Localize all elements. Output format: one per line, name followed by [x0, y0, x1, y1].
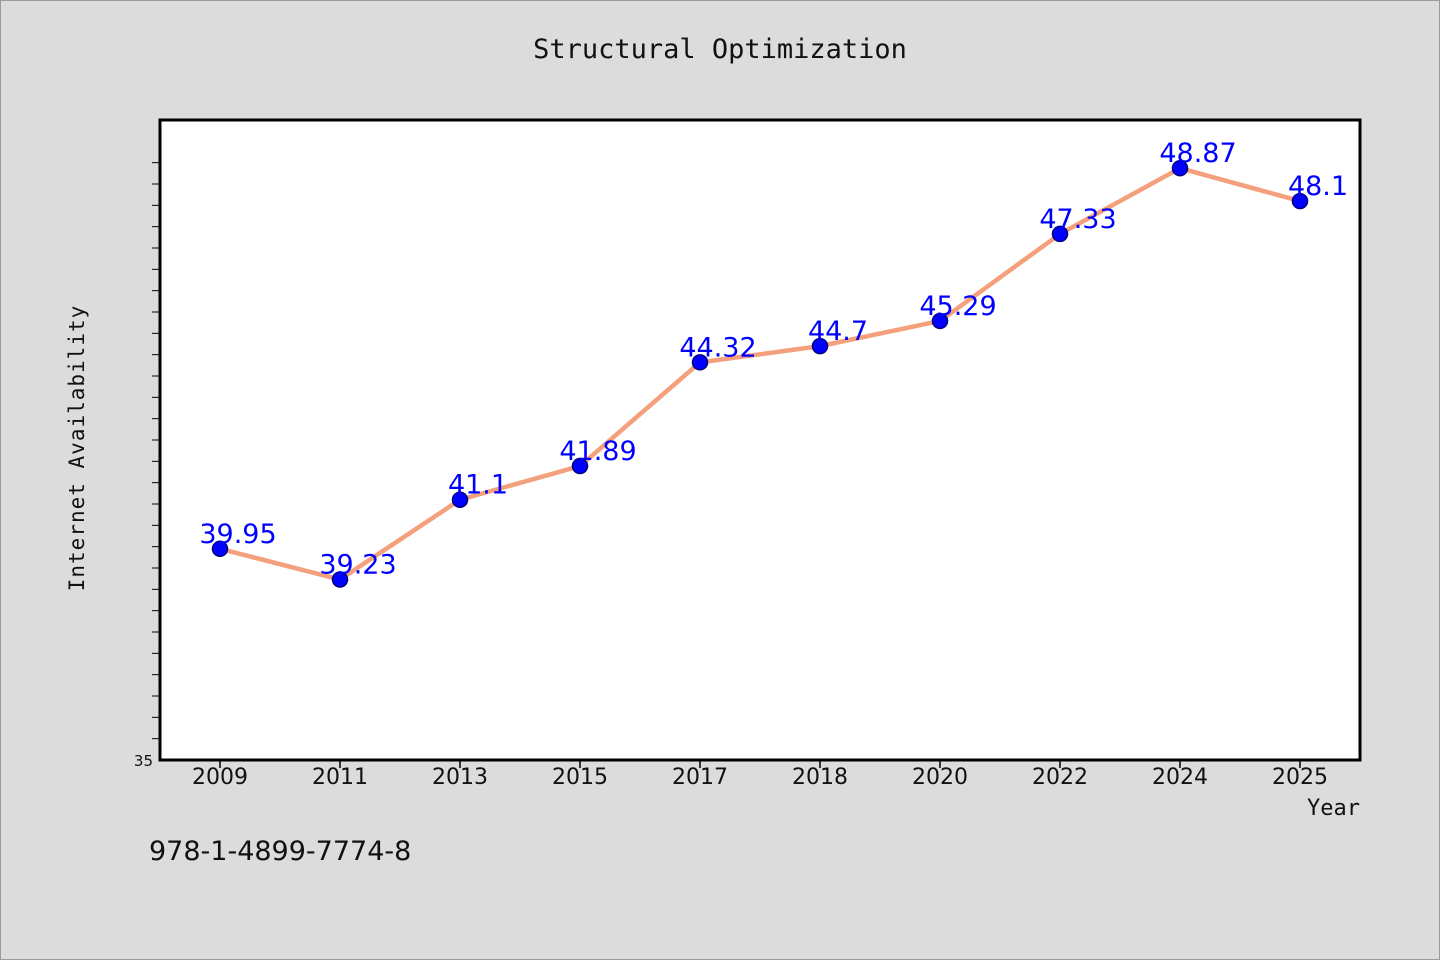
plot-area	[158, 118, 1362, 762]
data-point	[331, 571, 349, 588]
series-line	[219, 165, 1301, 582]
data-label: 41.89	[559, 436, 636, 467]
data-label: 47.33	[1039, 204, 1116, 235]
data-label: 44.7	[808, 316, 868, 347]
data-point	[211, 540, 229, 558]
data-point	[1291, 192, 1309, 210]
isbn-text: 978-1-4899-7774-8	[149, 836, 412, 867]
x-tick-label: 2024	[1152, 765, 1208, 790]
x-tick-label: 2013	[432, 765, 488, 790]
x-tick-label: 2018	[792, 765, 848, 790]
x-tick-label: 2017	[672, 765, 728, 790]
x-tick-label: 2025	[1272, 765, 1328, 790]
data-point	[691, 354, 709, 371]
data-point	[1051, 225, 1069, 243]
data-point	[811, 337, 829, 355]
data-label: 45.29	[919, 291, 996, 322]
data-label: 39.95	[199, 519, 276, 550]
data-label: 48.87	[1159, 138, 1236, 169]
x-tick-label: 2011	[312, 765, 368, 790]
data-label: 41.1	[448, 470, 508, 501]
x-tick-label: 2015	[552, 765, 608, 790]
y-tick-label: 35	[134, 752, 153, 770]
x-tick-label: 2009	[192, 765, 248, 790]
data-label: 44.32	[679, 332, 756, 363]
x-axis-label: Year	[1307, 796, 1360, 821]
data-point	[1171, 159, 1189, 177]
data-label: 48.1	[1288, 171, 1348, 202]
chart-title: Structural Optimization	[533, 34, 907, 65]
x-tick-label: 2022	[1032, 765, 1088, 790]
data-point	[931, 312, 949, 330]
data-point	[451, 491, 469, 508]
data-point	[571, 457, 589, 475]
data-label: 39.23	[319, 550, 396, 581]
x-tick-label: 2020	[912, 765, 968, 790]
